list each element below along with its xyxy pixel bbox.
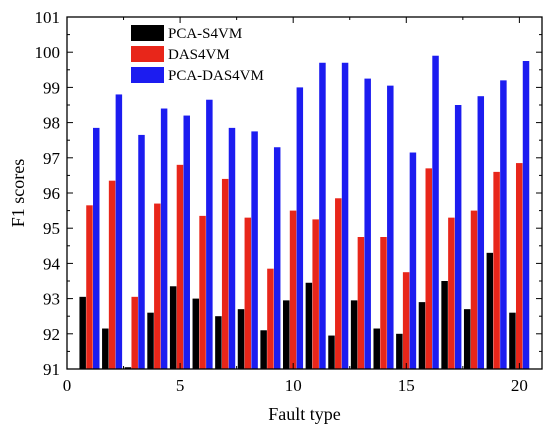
y-tick-label: 99 xyxy=(43,78,60,97)
bar-pca-s4vm-16 xyxy=(418,302,426,369)
bar-pca-das4vm-1 xyxy=(93,127,100,369)
bar-pca-das4vm-4 xyxy=(160,108,168,370)
bar-pca-s4vm-13 xyxy=(350,300,358,369)
bar-das4vm-2 xyxy=(108,180,116,369)
bar-pca-das4vm-10 xyxy=(296,87,304,370)
bar-pca-s4vm-14 xyxy=(373,328,380,369)
bar-das4vm-3 xyxy=(131,296,138,369)
bar-pca-das4vm-16 xyxy=(432,55,439,369)
bar-das4vm-12 xyxy=(335,198,342,369)
bar-das4vm-13 xyxy=(357,237,365,369)
bar-pca-s4vm-5 xyxy=(169,286,177,369)
bar-pca-s4vm-18 xyxy=(463,309,471,369)
y-tick-label: 98 xyxy=(43,114,60,133)
bar-pca-s4vm-3 xyxy=(124,367,132,369)
bar-das4vm-4 xyxy=(154,203,161,369)
bar-pca-das4vm-7 xyxy=(228,127,236,369)
bar-pca-das4vm-14 xyxy=(387,85,394,369)
bar-pca-s4vm-1 xyxy=(79,296,86,369)
y-tick-label: 96 xyxy=(43,184,60,203)
legend-swatch-das4vm xyxy=(131,46,164,62)
y-tick-label: 92 xyxy=(43,325,60,344)
bar-das4vm-18 xyxy=(470,210,478,369)
bar-das4vm-19 xyxy=(493,171,500,369)
y-tick-label: 100 xyxy=(35,43,61,62)
y-tick-label: 97 xyxy=(43,149,61,168)
x-tick-label: 20 xyxy=(511,376,528,395)
bar-pca-das4vm-20 xyxy=(522,61,530,369)
bar-pca-s4vm-4 xyxy=(147,312,154,369)
bar-pca-das4vm-15 xyxy=(409,152,417,369)
bar-das4vm-20 xyxy=(515,163,523,369)
bar-das4vm-7 xyxy=(221,178,229,369)
legend-swatch-pca-das4vm xyxy=(131,67,164,83)
y-tick-label: 93 xyxy=(43,290,60,309)
bar-pca-s4vm-8 xyxy=(237,309,245,369)
bar-pca-s4vm-17 xyxy=(441,281,448,369)
bar-pca-s4vm-15 xyxy=(396,333,403,369)
bar-pca-das4vm-5 xyxy=(183,115,190,369)
y-tick-label: 101 xyxy=(35,8,61,27)
x-tick-label: 15 xyxy=(398,376,415,395)
bar-das4vm-1 xyxy=(86,205,93,369)
bar-das4vm-9 xyxy=(267,268,274,369)
bar-das4vm-11 xyxy=(312,219,319,369)
bar-das4vm-6 xyxy=(199,215,206,369)
x-tick-label: 0 xyxy=(63,376,72,395)
bar-pca-s4vm-9 xyxy=(260,330,267,369)
bar-pca-das4vm-12 xyxy=(341,62,349,369)
bar-pca-das4vm-18 xyxy=(477,96,485,369)
bar-pca-das4vm-17 xyxy=(454,105,462,369)
legend-label-pca-das4vm: PCA-DAS4VM xyxy=(168,68,264,84)
legend-label-das4vm: DAS4VM xyxy=(168,47,230,63)
bar-pca-s4vm-20 xyxy=(509,312,516,369)
bar-das4vm-14 xyxy=(380,237,387,369)
bar-das4vm-5 xyxy=(176,164,184,369)
x-tick-label: 5 xyxy=(176,376,185,395)
legend: PCA-S4VM DAS4VM PCA-DAS4VM xyxy=(131,25,264,84)
bar-pca-s4vm-2 xyxy=(102,328,109,369)
legend-label-pca-s4vm: PCA-S4VM xyxy=(168,26,242,42)
bar-das4vm-15 xyxy=(402,272,410,369)
y-tick-label: 91 xyxy=(43,360,60,379)
bar-pca-s4vm-12 xyxy=(328,335,335,369)
bar-das4vm-17 xyxy=(448,217,455,369)
bar-das4vm-8 xyxy=(244,217,252,369)
y-tick-label: 94 xyxy=(43,254,61,273)
bar-pca-das4vm-8 xyxy=(251,131,258,369)
bars-group xyxy=(79,55,530,370)
y-axis-label: F1 scores xyxy=(8,159,28,228)
bar-pca-s4vm-6 xyxy=(192,298,200,369)
x-axis-label: Fault type xyxy=(268,404,341,424)
bar-pca-das4vm-3 xyxy=(138,134,145,369)
bar-das4vm-10 xyxy=(289,210,297,369)
bar-pca-das4vm-9 xyxy=(273,147,281,369)
x-tick-label: 10 xyxy=(285,376,302,395)
y-tick-label: 95 xyxy=(43,219,60,238)
bar-pca-das4vm-6 xyxy=(206,99,213,369)
bar-pca-s4vm-10 xyxy=(283,300,290,369)
bar-pca-das4vm-19 xyxy=(500,80,507,370)
ticks-group: 91 92 93 94 95 96 97 98 99 100 101 0 5 10 15 20 xyxy=(35,8,542,395)
bar-pca-das4vm-13 xyxy=(364,78,371,369)
bar-das4vm-16 xyxy=(425,168,432,369)
legend-swatch-pca-s4vm xyxy=(131,25,164,41)
bar-pca-das4vm-11 xyxy=(319,62,326,369)
bar-pca-das4vm-2 xyxy=(115,94,123,369)
bar-pca-s4vm-19 xyxy=(486,252,494,369)
bar-pca-s4vm-7 xyxy=(215,316,222,369)
bar-pca-s4vm-11 xyxy=(305,282,313,369)
